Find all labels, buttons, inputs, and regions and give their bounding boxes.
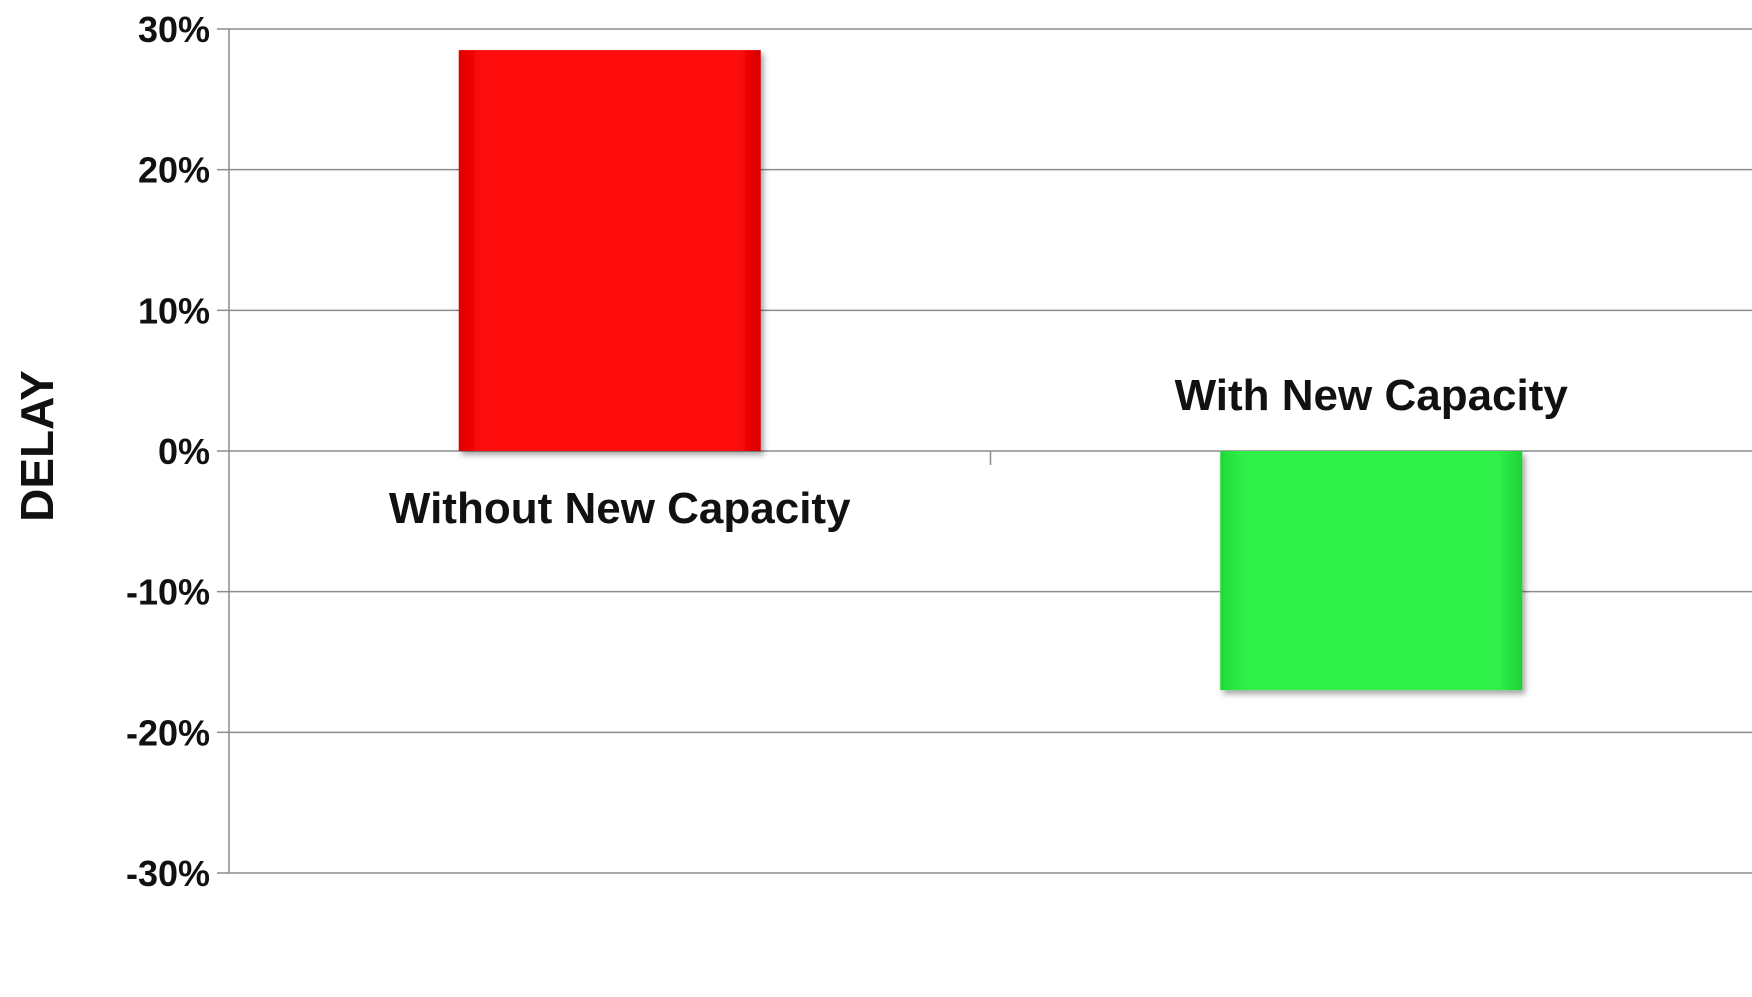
bar-1	[458, 50, 761, 451]
y-axis: 30% 20% 10% 0% -10% -20% -30%	[126, 9, 992, 894]
bar-2	[1220, 451, 1523, 691]
y-tick-label: 0%	[158, 431, 210, 472]
y-tick-label: -30%	[126, 853, 210, 894]
category-label: Without New Capacity	[389, 484, 851, 533]
category-label: With New Capacity	[1175, 371, 1569, 420]
y-tick-label: 30%	[138, 9, 210, 50]
y-axis-label: DELAY	[11, 370, 63, 522]
y-tick-label: 20%	[138, 150, 210, 191]
category-labels: Without New Capacity With New Capacity	[389, 371, 1568, 533]
bars	[458, 50, 1523, 691]
y-tick-label: 10%	[138, 290, 210, 331]
y-tick-label: -20%	[126, 712, 210, 753]
y-tick-label: -10%	[126, 572, 210, 613]
